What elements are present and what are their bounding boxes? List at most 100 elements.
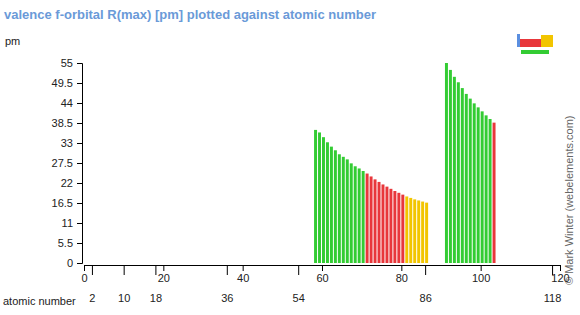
bar bbox=[421, 202, 424, 263]
bar bbox=[314, 130, 317, 263]
x-lower-tick-label: 18 bbox=[150, 292, 162, 304]
bar bbox=[326, 142, 329, 263]
bar bbox=[346, 159, 349, 263]
x-lower-tick-mark bbox=[298, 265, 299, 275]
y-tick-label: 27.5 bbox=[52, 157, 73, 169]
legend-icon bbox=[517, 34, 553, 54]
x-lower-tick-label: 2 bbox=[89, 292, 95, 304]
x-tick-label: 80 bbox=[396, 272, 408, 284]
y-tick-label: 44 bbox=[61, 97, 73, 109]
y-tick: 27.5 bbox=[52, 157, 82, 169]
bar bbox=[350, 163, 353, 263]
y-tick-mark bbox=[77, 83, 82, 84]
y-tick-mark bbox=[77, 103, 82, 104]
y-axis-title: pm bbox=[5, 35, 20, 47]
title: valence f-orbital R(max) [pm] plotted ag… bbox=[4, 7, 376, 22]
bar bbox=[489, 119, 492, 263]
x-tick-mark bbox=[481, 265, 482, 271]
y-tick-mark bbox=[77, 143, 82, 144]
y-tick-mark bbox=[77, 203, 82, 204]
bar bbox=[473, 103, 476, 263]
x-lower-tick-mark bbox=[92, 265, 93, 275]
bar bbox=[413, 199, 416, 263]
y-tick-mark bbox=[77, 223, 82, 224]
x-tick-mark bbox=[401, 265, 402, 271]
y-tick-mark bbox=[77, 263, 82, 264]
bar bbox=[401, 195, 404, 263]
bar bbox=[362, 171, 365, 263]
bar bbox=[477, 107, 480, 263]
credit: © Mark Winter (webelements.com) bbox=[563, 116, 575, 285]
bar bbox=[485, 115, 488, 263]
bar bbox=[389, 189, 392, 263]
y-tick-label: 38.5 bbox=[52, 117, 73, 129]
bar bbox=[382, 184, 385, 263]
bar bbox=[453, 77, 456, 263]
y-tick: 22 bbox=[61, 177, 82, 189]
x-tick-mark bbox=[322, 265, 323, 271]
bars bbox=[314, 63, 495, 263]
y-tick-label: 16.5 bbox=[52, 197, 73, 209]
bar bbox=[354, 166, 357, 263]
y-tick: 38.5 bbox=[52, 117, 82, 129]
x-lower-tick-mark bbox=[552, 265, 553, 275]
x-tick-label: 120 bbox=[551, 272, 569, 284]
x-tick: 80 bbox=[396, 265, 408, 284]
x-tick: 120 bbox=[551, 265, 569, 284]
x-tick-label: 100 bbox=[472, 272, 490, 284]
bar bbox=[342, 157, 345, 263]
x-lower-tick-label: 54 bbox=[293, 292, 305, 304]
bar bbox=[461, 88, 464, 263]
bar bbox=[338, 154, 341, 263]
bar bbox=[378, 182, 381, 263]
y-tick-label: 11 bbox=[62, 217, 73, 229]
y-tick: 0 bbox=[67, 257, 82, 269]
bar bbox=[481, 111, 484, 263]
y-tick: 44 bbox=[61, 97, 82, 109]
y-tick: 49.5 bbox=[52, 77, 82, 89]
bar bbox=[366, 174, 369, 263]
bar bbox=[370, 176, 373, 263]
x-axis-title: atomic number bbox=[3, 295, 76, 307]
x-tick-mark bbox=[84, 265, 85, 271]
bar bbox=[330, 147, 333, 263]
x-lower-tick-mark bbox=[124, 265, 125, 275]
bar bbox=[385, 187, 388, 263]
x-lower-tick: 36 bbox=[221, 265, 233, 304]
bar bbox=[334, 150, 337, 263]
x-lower-tick-label: 36 bbox=[221, 292, 233, 304]
x-axis-lower: 21018365486118 bbox=[89, 265, 561, 304]
y-tick: 33 bbox=[61, 137, 82, 149]
x-tick: 20 bbox=[158, 265, 170, 284]
x-tick-label: 60 bbox=[316, 272, 328, 284]
bar bbox=[425, 203, 428, 263]
x-lower-tick: 10 bbox=[118, 265, 130, 304]
y-tick-label: 5.5 bbox=[58, 237, 73, 249]
y-tick-mark bbox=[77, 63, 82, 64]
y-tick: 11 bbox=[62, 217, 82, 229]
x-tick: 60 bbox=[316, 265, 328, 284]
x-tick-mark bbox=[163, 265, 164, 271]
bar bbox=[445, 63, 448, 263]
y-tick-label: 22 bbox=[61, 177, 73, 189]
icon-block bbox=[517, 34, 520, 47]
bar bbox=[493, 123, 496, 263]
x-lower-tick-mark bbox=[227, 265, 228, 275]
x-tick-mark bbox=[560, 265, 561, 271]
x-axis: 020406080100120 bbox=[81, 265, 569, 284]
y-tick-label: 0 bbox=[67, 257, 73, 269]
chart: valence f-orbital R(max) [pm] plotted ag… bbox=[0, 0, 580, 315]
y-tick-label: 49.5 bbox=[52, 77, 73, 89]
x-tick-label: 0 bbox=[81, 272, 87, 284]
x-lower-tick-mark bbox=[425, 265, 426, 275]
x-lower-tick: 18 bbox=[150, 265, 162, 304]
icon-block bbox=[541, 35, 553, 47]
x-tick: 0 bbox=[81, 265, 87, 284]
bar bbox=[457, 82, 460, 263]
bar bbox=[409, 198, 412, 263]
x-tick-mark bbox=[243, 265, 244, 271]
y-tick-mark bbox=[77, 163, 82, 164]
x-lower-tick-mark bbox=[155, 265, 156, 275]
bar bbox=[469, 99, 472, 263]
y-tick: 16.5 bbox=[52, 197, 82, 209]
